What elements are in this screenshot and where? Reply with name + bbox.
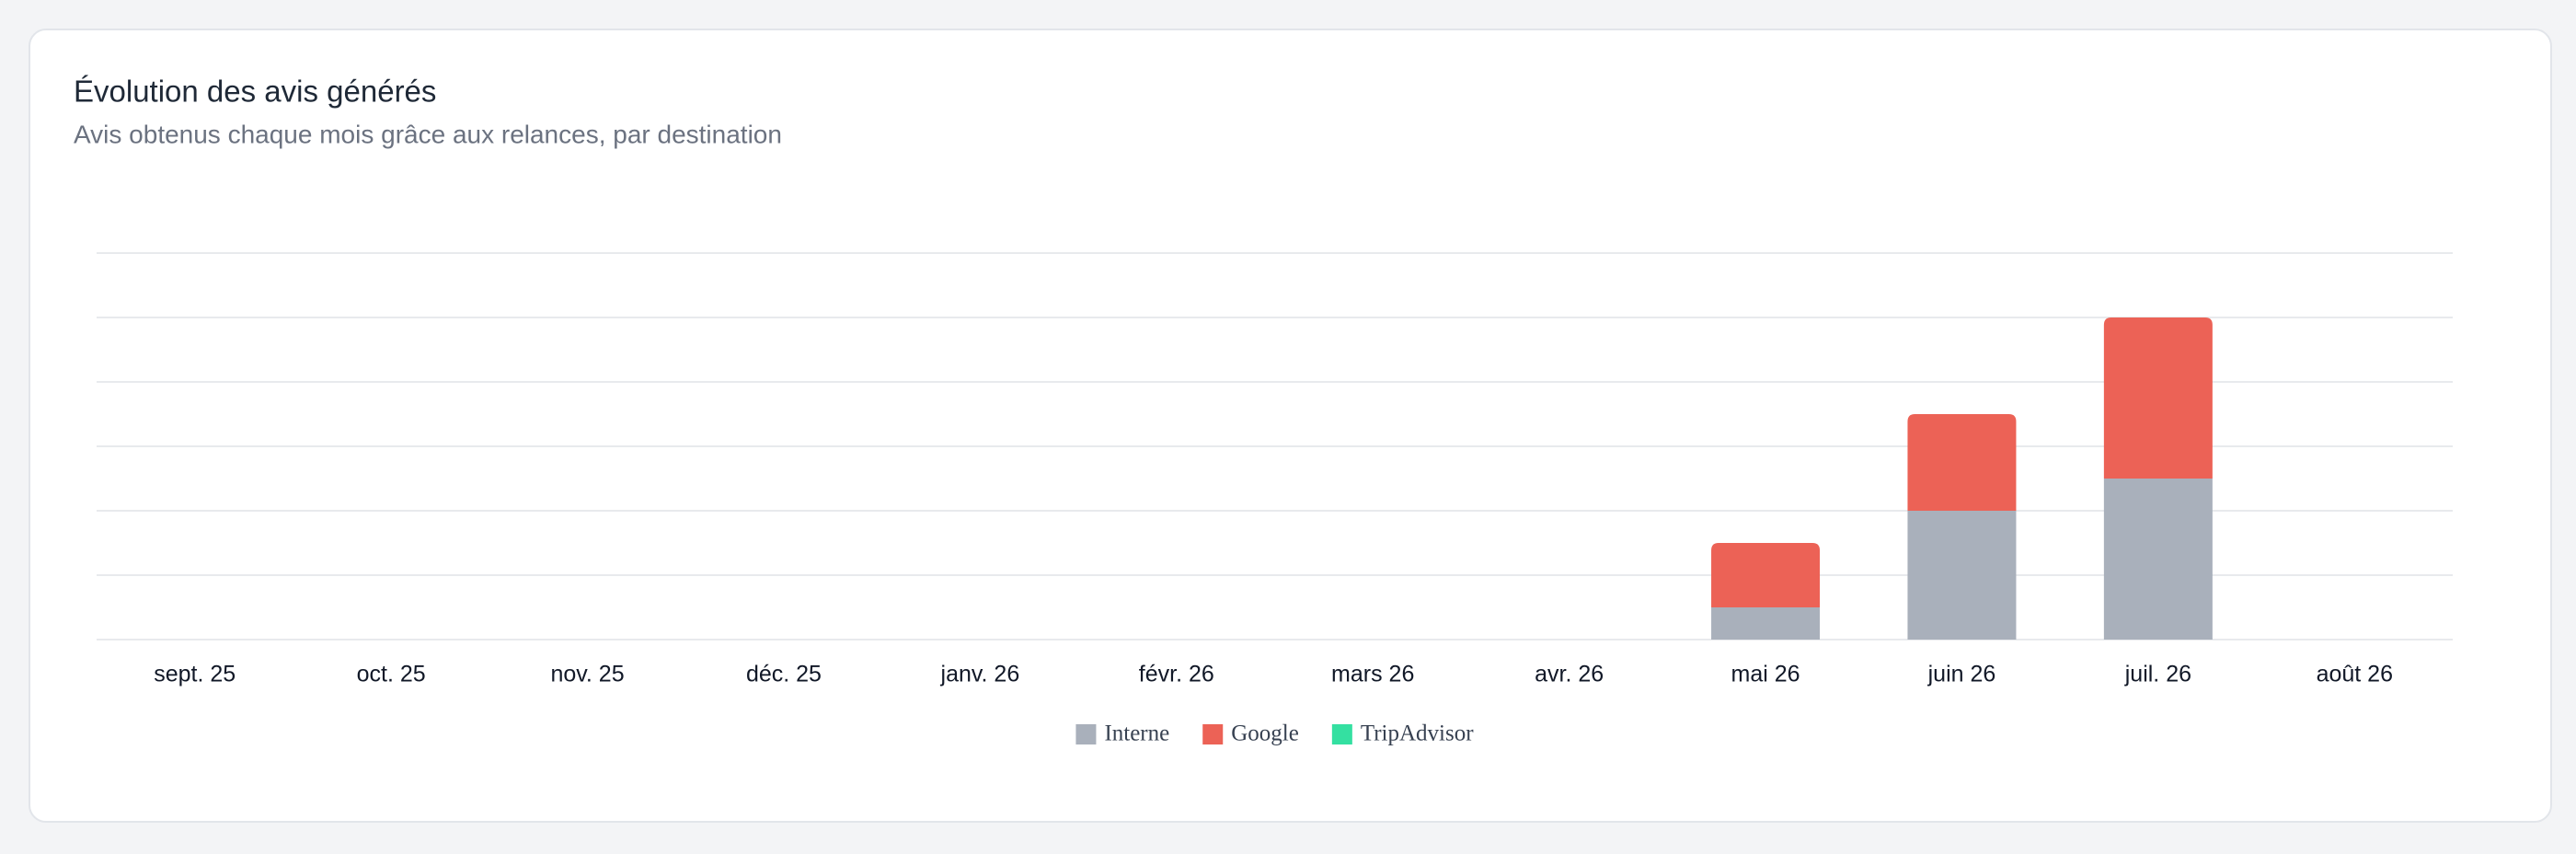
legend-item: TripAdvisor: [1331, 721, 1474, 746]
legend-item: Google: [1202, 721, 1299, 746]
x-tick-label: juil. 26: [2124, 662, 2191, 687]
bar-segment: [1711, 607, 1821, 640]
x-tick-label: avr. 26: [1535, 662, 1604, 687]
x-tick-label: nov. 25: [550, 662, 624, 687]
bar-segment: [1711, 543, 1821, 607]
legend-swatch: [1202, 724, 1224, 744]
bar-segment: [2103, 317, 2213, 479]
bar-segment: [1907, 414, 2017, 511]
x-tick-label: août 26: [2317, 662, 2393, 687]
legend: Interne Google TripAdvisor: [1075, 721, 1474, 746]
x-tick-label: mars 26: [1331, 662, 1414, 687]
bar-segment: [1907, 511, 2017, 640]
x-tick-label: janv. 26: [940, 662, 1020, 687]
x-tick-label: févr. 26: [1139, 662, 1214, 687]
legend-swatch: [1331, 724, 1352, 744]
x-tick-label: mai 26: [1731, 662, 1800, 687]
legend-swatch: [1075, 724, 1097, 744]
legend-label: Google: [1231, 721, 1299, 746]
x-tick-label: juin 26: [1927, 662, 1996, 687]
x-tick-label: déc. 25: [746, 662, 822, 687]
chart-subtitle: Avis obtenus chaque mois grâce aux relan…: [74, 120, 782, 148]
bar-segment: [2103, 479, 2213, 640]
legend-item: Interne: [1075, 721, 1169, 746]
legend-label: Interne: [1104, 721, 1169, 746]
x-tick-label: oct. 25: [357, 662, 426, 687]
chart-title: Évolution des avis générés: [74, 75, 436, 109]
x-tick-label: sept. 25: [154, 662, 236, 687]
legend-label: TripAdvisor: [1361, 721, 1474, 746]
